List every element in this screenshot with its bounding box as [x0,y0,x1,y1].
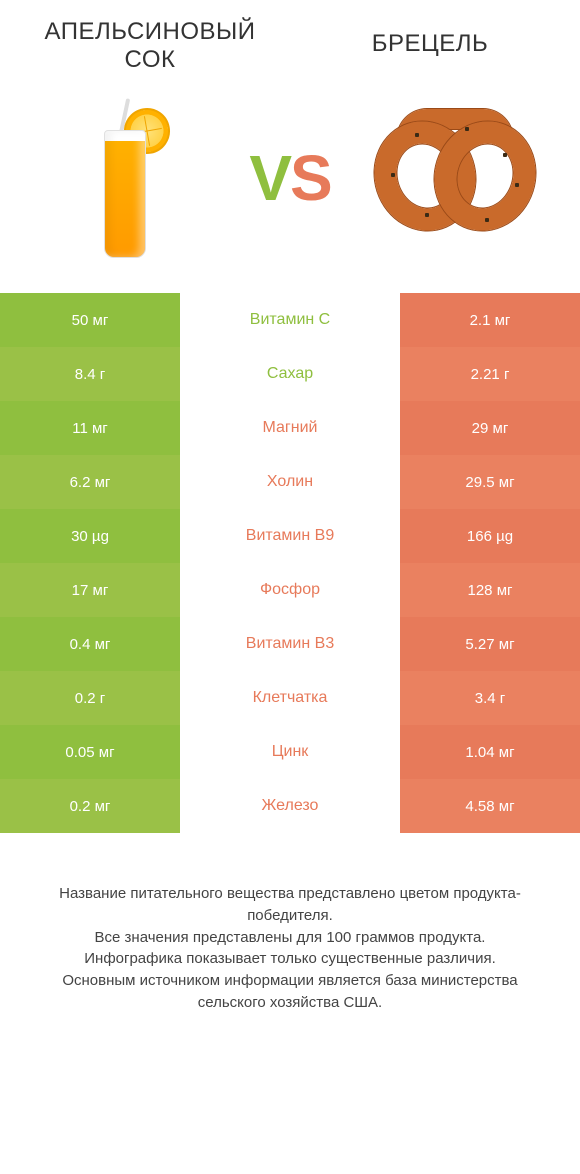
nutrient-label: Сахар [180,347,400,401]
left-product-image [40,88,210,268]
left-value: 0.2 г [0,671,180,725]
table-row: 17 мгФосфор128 мг [0,563,580,617]
left-value: 17 мг [0,563,180,617]
orange-juice-icon [90,98,160,258]
table-row: 11 мгМагний29 мг [0,401,580,455]
nutrient-label: Витамин B9 [180,509,400,563]
table-row: 30 µgВитамин B9166 µg [0,509,580,563]
right-value: 166 µg [400,509,580,563]
footer-line: Название питательного вещества представл… [28,883,552,927]
table-row: 8.4 гСахар2.21 г [0,347,580,401]
right-value: 29 мг [400,401,580,455]
left-value: 11 мг [0,401,180,455]
left-value: 0.4 мг [0,617,180,671]
right-value: 29.5 мг [400,455,580,509]
right-value: 4.58 мг [400,779,580,833]
table-row: 0.2 мгЖелезо4.58 мг [0,779,580,833]
nutrient-label: Витамин C [180,293,400,347]
vs-v: V [249,142,290,214]
right-value: 2.1 мг [400,293,580,347]
right-value: 5.27 мг [400,617,580,671]
nutrient-label: Холин [180,455,400,509]
left-value: 50 мг [0,293,180,347]
nutrient-label: Магний [180,401,400,455]
pretzel-icon [375,103,535,253]
footer-line: Основным источником информации является … [28,970,552,1014]
left-value: 6.2 мг [0,455,180,509]
right-value: 3.4 г [400,671,580,725]
images-row: VS [0,73,580,293]
nutrient-label: Фосфор [180,563,400,617]
table-row: 0.05 мгЦинк1.04 мг [0,725,580,779]
right-product-image [370,88,540,268]
table-row: 6.2 мгХолин29.5 мг [0,455,580,509]
table-row: 0.4 мгВитамин B35.27 мг [0,617,580,671]
right-product-title: БРЕЦЕЛЬ [310,18,550,58]
vs-s: S [290,142,331,214]
right-value: 2.21 г [400,347,580,401]
right-value: 1.04 мг [400,725,580,779]
left-value: 0.2 мг [0,779,180,833]
nutrient-label: Витамин B3 [180,617,400,671]
nutrient-label: Клетчатка [180,671,400,725]
right-value: 128 мг [400,563,580,617]
left-product-title: АПЕЛЬСИНОВЫЙ СОК [30,18,270,73]
left-value: 0.05 мг [0,725,180,779]
nutrient-label: Железо [180,779,400,833]
left-value: 30 µg [0,509,180,563]
footer-line: Инфографика показывает только существенн… [28,948,552,970]
vs-label: VS [249,141,330,215]
comparison-table: 50 мгВитамин C2.1 мг8.4 гСахар2.21 г11 м… [0,293,580,833]
table-row: 0.2 гКлетчатка3.4 г [0,671,580,725]
header: АПЕЛЬСИНОВЫЙ СОК БРЕЦЕЛЬ [0,0,580,73]
table-row: 50 мгВитамин C2.1 мг [0,293,580,347]
nutrient-label: Цинк [180,725,400,779]
footer-line: Все значения представлены для 100 граммо… [28,927,552,949]
left-value: 8.4 г [0,347,180,401]
footer-notes: Название питательного вещества представл… [0,833,580,1014]
